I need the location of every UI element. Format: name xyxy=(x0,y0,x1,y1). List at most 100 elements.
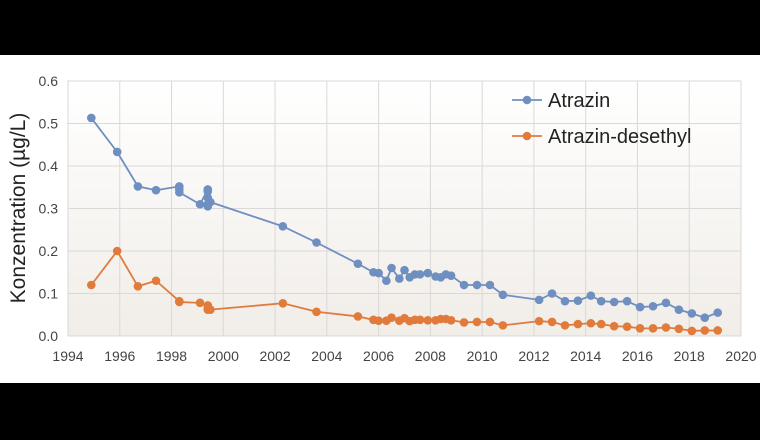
data-point xyxy=(472,317,482,327)
data-point xyxy=(415,270,425,279)
x-tick-label: 2010 xyxy=(467,348,498,364)
data-point xyxy=(573,296,583,306)
data-point xyxy=(485,280,495,290)
data-point xyxy=(353,259,363,269)
data-point xyxy=(687,326,697,336)
x-tick-label: 2000 xyxy=(208,348,239,364)
legend-label: Atrazin-desethyl xyxy=(548,126,691,148)
data-point xyxy=(498,321,508,330)
data-point xyxy=(175,297,184,307)
data-point xyxy=(423,315,433,325)
data-point xyxy=(713,308,723,317)
x-tick-label: 2016 xyxy=(622,348,653,364)
data-point xyxy=(374,268,383,278)
y-tick-label: 0.4 xyxy=(39,158,59,174)
data-point xyxy=(674,305,684,314)
data-point xyxy=(387,263,396,273)
data-point xyxy=(700,313,710,323)
data-point xyxy=(713,326,723,335)
data-point xyxy=(472,280,482,290)
data-point xyxy=(596,319,606,329)
x-tick-label: 2014 xyxy=(570,348,601,364)
data-point xyxy=(374,316,383,326)
data-point xyxy=(423,268,433,278)
legend-marker xyxy=(522,95,532,105)
y-tick-label: 0.5 xyxy=(39,116,59,132)
x-tick-label: 2012 xyxy=(518,348,549,364)
data-point xyxy=(312,307,321,317)
data-point xyxy=(609,297,619,307)
data-point xyxy=(485,317,495,327)
data-point xyxy=(622,296,632,306)
legend: Atrazin Atrazin-desethyl xyxy=(512,90,691,148)
x-tick-label: 2002 xyxy=(259,348,290,364)
data-point xyxy=(395,274,404,283)
legend-marker xyxy=(522,131,532,141)
data-point xyxy=(547,317,557,327)
data-point xyxy=(446,271,456,280)
data-point xyxy=(415,315,425,325)
data-point xyxy=(206,305,215,314)
data-point xyxy=(195,199,205,209)
x-tick-label: 2006 xyxy=(363,348,394,364)
y-axis-title: Konzentration (µg/L) xyxy=(7,113,30,304)
x-tick-label: 1996 xyxy=(104,348,135,364)
data-point xyxy=(459,280,469,290)
data-point xyxy=(573,319,583,329)
y-tick-label: 0.0 xyxy=(39,328,59,344)
y-tick-label: 0.6 xyxy=(39,73,59,89)
data-point xyxy=(446,315,456,325)
data-point xyxy=(687,309,697,318)
data-point xyxy=(635,302,645,312)
data-point xyxy=(278,298,288,308)
data-point xyxy=(648,301,658,311)
data-point xyxy=(175,188,184,197)
y-tick-label: 0.2 xyxy=(39,243,59,259)
data-point xyxy=(622,322,632,331)
data-point xyxy=(661,323,671,332)
x-tick-label: 2004 xyxy=(311,348,342,364)
x-tick-label: 1998 xyxy=(156,348,187,364)
data-point xyxy=(586,291,596,300)
data-point xyxy=(112,246,122,256)
data-point xyxy=(133,281,143,291)
data-point xyxy=(151,185,161,195)
data-point xyxy=(112,147,122,157)
data-point xyxy=(700,326,710,335)
data-point xyxy=(534,295,544,305)
data-point xyxy=(498,290,508,300)
data-point xyxy=(609,321,619,331)
data-point xyxy=(400,265,409,275)
y-tick-label: 0.1 xyxy=(39,286,59,302)
y-tick-label: 0.3 xyxy=(39,201,59,217)
data-point xyxy=(534,316,544,326)
data-point xyxy=(596,296,606,306)
data-point xyxy=(86,113,96,123)
data-point xyxy=(586,318,596,328)
data-point xyxy=(560,296,570,306)
x-tick-label: 1994 xyxy=(52,348,83,364)
data-point xyxy=(560,321,570,330)
data-point xyxy=(648,324,658,333)
data-point xyxy=(635,324,645,333)
data-point xyxy=(312,238,321,247)
x-tick-label: 2008 xyxy=(415,348,446,364)
data-point xyxy=(151,276,161,286)
data-point xyxy=(387,313,396,323)
x-tick-label: 2020 xyxy=(725,348,756,364)
x-tick-label: 2018 xyxy=(674,348,705,364)
data-point xyxy=(203,187,213,196)
data-point xyxy=(195,298,205,308)
data-point xyxy=(459,318,469,327)
data-point xyxy=(86,280,96,290)
data-point xyxy=(674,324,684,334)
data-point xyxy=(661,298,671,308)
data-point xyxy=(206,197,215,207)
data-point xyxy=(353,312,363,321)
data-point xyxy=(278,222,288,231)
data-point xyxy=(133,182,143,191)
legend-label: Atrazin xyxy=(548,90,610,112)
data-point xyxy=(382,276,391,286)
data-point xyxy=(547,289,557,298)
